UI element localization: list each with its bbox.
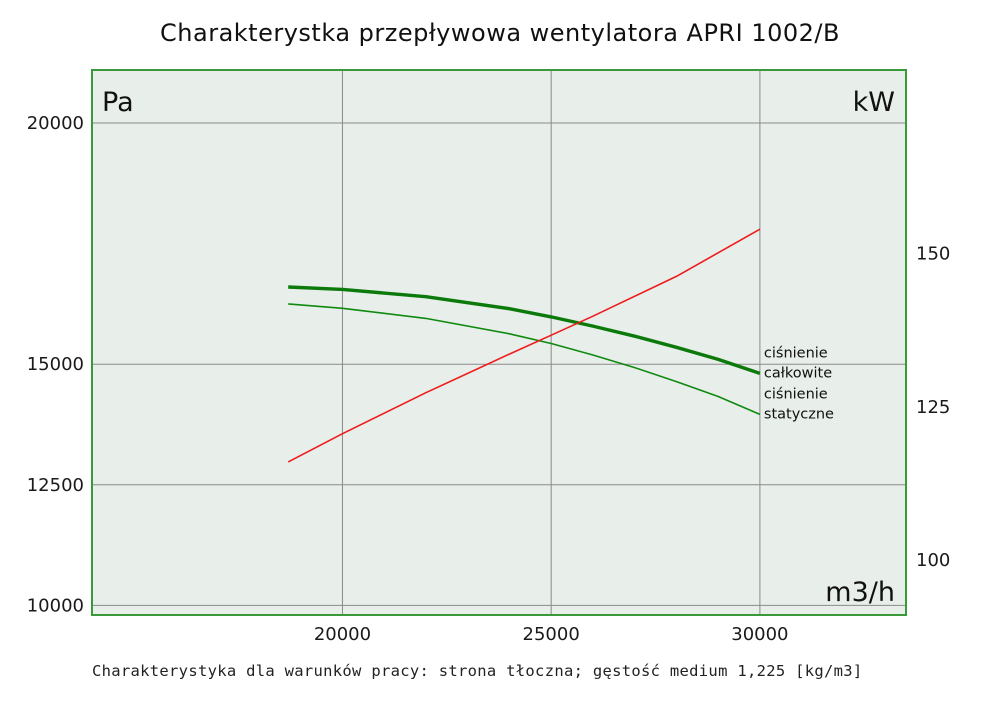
series-line-static-pressure [288, 303, 761, 416]
x-tick-label: 25000 [523, 624, 580, 645]
plot-frame [91, 69, 907, 616]
tick-labels: 20000 25000 30000 10000 12500 15000 20000 100 12… [27, 113, 951, 645]
y-right-tick-label: 100 [916, 550, 950, 571]
y-right-tick-label: 150 [916, 244, 950, 265]
x-tick-label: 20000 [314, 624, 371, 645]
plot-background [92, 70, 906, 615]
x-unit-label: m3/h [825, 577, 895, 608]
series-label-line: statyczne [764, 406, 834, 422]
chart-title: Charakterystka przepływowa wentylatora A… [160, 19, 840, 47]
chart-footnote: Charakterystyka dla warunków pracy: stro… [92, 662, 863, 680]
series-labels: ciśnienie całkowite ciśnienie statyczne [764, 345, 834, 422]
series-label-line: ciśnienie [764, 345, 828, 361]
y-left-unit-label: Pa [102, 87, 134, 118]
y-left-tick-label: 10000 [27, 595, 84, 616]
y-right-tick-label: 125 [916, 397, 950, 418]
plot-area [91, 69, 907, 616]
series-layer [287, 228, 761, 463]
y-left-tick-label: 20000 [27, 113, 84, 134]
y-left-tick-label: 12500 [27, 475, 84, 496]
series-label-line: całkowite [764, 365, 832, 381]
series-line-total-pressure [288, 285, 761, 376]
series-label-line: ciśnienie [764, 386, 828, 402]
y-right-unit-label: kW [853, 87, 895, 118]
series-line-power [287, 228, 761, 463]
y-left-tick-label: 15000 [27, 354, 84, 375]
x-tick-label: 30000 [731, 624, 788, 645]
grid [92, 70, 906, 615]
